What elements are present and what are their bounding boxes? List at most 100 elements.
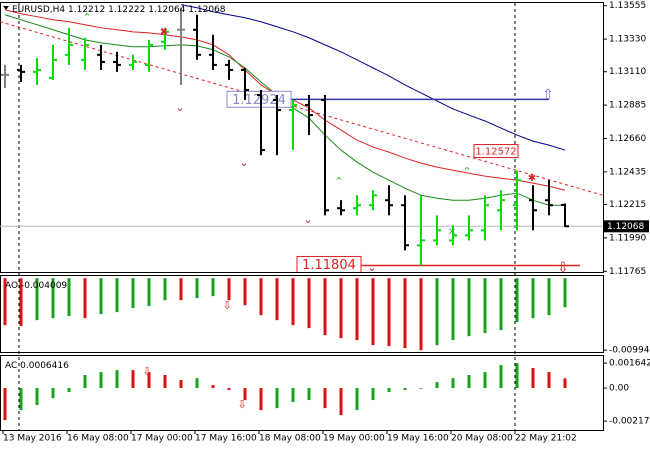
histogram-bar	[3, 388, 7, 421]
histogram-bar	[403, 278, 407, 349]
histogram-bar	[163, 374, 167, 389]
current-price-label: 1.12068	[607, 222, 644, 232]
y-tick-label: 1.12660	[609, 134, 646, 144]
level-label-box	[473, 144, 519, 159]
symbol: EURUSD,H4	[12, 5, 65, 15]
histogram-bar	[387, 388, 391, 393]
histogram-bar	[99, 372, 103, 389]
histogram-bar	[307, 278, 311, 329]
x-tick-label: 19 May 16:00	[387, 434, 449, 444]
histogram-bar	[115, 370, 119, 389]
x-tick-label: 19 May 00:00	[323, 434, 385, 444]
quote-value: 1.12068	[188, 5, 225, 15]
histogram-bar	[563, 378, 567, 389]
histogram-bar	[515, 363, 519, 389]
histogram-bar	[83, 374, 87, 389]
histogram-bar	[195, 378, 199, 389]
histogram-bar	[147, 278, 151, 307]
y-tick-label: 1.13110	[609, 67, 646, 77]
histogram-bar	[499, 365, 503, 389]
main-pane	[0, 2, 604, 273]
level-label-box	[296, 255, 362, 272]
histogram-bar	[531, 278, 535, 319]
ac-pane	[0, 355, 604, 431]
histogram-bar	[243, 278, 247, 306]
y-tick-label: 1.12215	[609, 200, 646, 210]
signal-icon: ⌄	[303, 213, 312, 226]
histogram-bar	[371, 278, 375, 346]
indicator-value: -0.004009	[21, 281, 67, 291]
histogram-bar	[547, 372, 551, 389]
histogram-bar	[3, 278, 7, 326]
histogram-bar	[339, 278, 343, 339]
y-tick-label: 1.11990	[609, 233, 646, 243]
x-tick-label: 13 May 2016	[3, 434, 62, 444]
indicator-name: AO	[5, 281, 18, 291]
histogram-bar	[147, 372, 151, 389]
histogram-bar	[67, 278, 71, 317]
histogram-bar	[83, 278, 87, 319]
y-tick-label: 0.00	[609, 384, 629, 394]
indicator-title: AC 0.0006416	[5, 361, 69, 371]
level-label: 1.12572	[475, 147, 516, 158]
signal-icon: ⌄	[175, 101, 184, 114]
histogram-bar	[451, 378, 455, 389]
signal-icon: ⌃	[462, 165, 471, 178]
quote-value: 1.12212	[68, 5, 105, 15]
indicator-name: AC	[5, 361, 17, 371]
indicator-value: 0.0006416	[20, 361, 69, 371]
histogram-bar	[35, 388, 39, 406]
moving-average	[180, 4, 566, 151]
header-icon	[3, 6, 9, 10]
y-tick-label: -0.002174	[609, 417, 650, 427]
y-tick-label: -0.009943	[609, 346, 650, 356]
down-arrow-icon: ⇩	[557, 260, 569, 276]
histogram-bar	[291, 278, 295, 326]
signal-icon: ⌃	[334, 175, 343, 188]
histogram-bar	[35, 278, 39, 321]
histogram-bar	[355, 278, 359, 341]
histogram-bar	[451, 278, 455, 341]
histogram-bar	[323, 388, 327, 409]
histogram-bar	[547, 278, 551, 316]
histogram-bar	[163, 278, 167, 301]
histogram-bar	[355, 388, 359, 411]
histogram-bar	[259, 388, 263, 411]
signal-icon: ⌃	[82, 11, 91, 24]
histogram-bar	[419, 388, 423, 389]
ao-pane	[0, 275, 604, 353]
x-tick-label: 16 May 08:00	[67, 434, 129, 444]
histogram-bar	[403, 388, 407, 391]
histogram-bar	[291, 388, 295, 403]
histogram-bar	[275, 388, 279, 409]
histogram-bar	[339, 388, 343, 416]
x-tick-label: 17 May 16:00	[195, 434, 257, 444]
histogram-bar	[99, 278, 103, 315]
y-tick-label: 1.12885	[609, 101, 646, 111]
histogram-bar	[387, 278, 391, 347]
histogram-bar	[371, 388, 375, 401]
histogram-bar	[531, 368, 535, 389]
y-tick-label: 1.12435	[609, 167, 646, 177]
y-tick-label: 1.11765	[609, 267, 646, 277]
histogram-bar	[275, 278, 279, 321]
signal-icon: ⌄	[239, 156, 248, 169]
histogram-bar	[227, 278, 231, 301]
histogram-bar	[51, 388, 55, 399]
histogram-bar	[499, 278, 503, 331]
level-label: 1.11804	[302, 258, 356, 273]
x-tick-label: 17 May 00:00	[131, 434, 193, 444]
histogram-bar	[467, 278, 471, 337]
signal-icon: ⇩	[222, 299, 231, 312]
y-tick-label: 1.13330	[609, 35, 646, 45]
histogram-bar	[483, 278, 487, 334]
histogram-bar	[243, 388, 247, 401]
quote-value: 1.12222	[108, 5, 145, 15]
up-arrow-icon: ⇧	[542, 87, 554, 103]
histogram-bar	[307, 388, 311, 401]
signal-icon: ✖	[160, 27, 168, 38]
quote-value: 1.12064	[148, 5, 185, 15]
